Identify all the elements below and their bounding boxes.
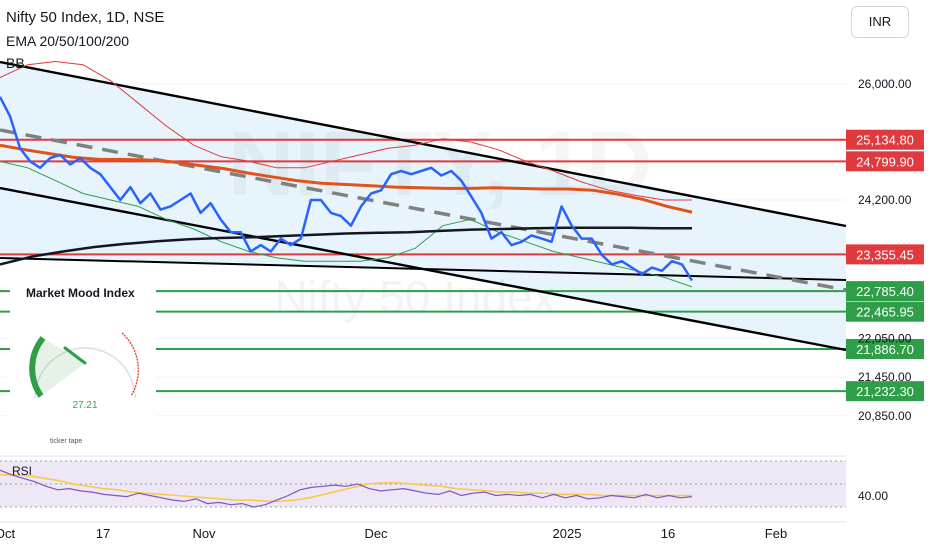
y-tick-label-3: 21,450.00 [858,370,912,384]
resistance-price-label-0: 25,134.80 [856,133,914,148]
mmi-needle [63,346,87,365]
upper-channel-line[interactable] [0,60,847,228]
y-tick-label-0: 26,000.00 [858,77,912,91]
y-tick-label-2: 22,050.00 [858,331,912,345]
rsi-tick-label: 40.00 [858,489,888,503]
mmi-fear-arc [29,336,46,398]
market-mood-card: Market Mood Index 27.21 ticker tape [10,278,156,450]
support-price-label-4: 22,465.95 [856,305,914,320]
mmi-title: Market Mood Index [26,286,135,300]
chart-title: Nifty 50 Index, 1D, NSE [6,9,165,26]
support-price-tag-3 [846,281,924,302]
x-tick-label-6: Feb [765,526,787,541]
support-price-label-5: 21,886.70 [856,342,914,357]
x-tick-label-3: Dec [364,526,388,541]
x-tick-label-0: Oct [0,526,15,541]
currency-button[interactable]: INR [851,6,909,38]
mmi-greed-arc [121,332,140,397]
price-line[interactable] [0,96,694,282]
ema-200-line[interactable] [0,226,692,266]
mmi-gauge [29,332,140,399]
mmi-value: 27.21 [72,400,98,411]
y-tick-label-1: 24,200.00 [858,193,912,207]
resistance-price-tag-0 [846,129,924,150]
watermark-big: NIFTY, 1D [228,113,652,215]
mmi-footer: ticker tape [50,438,83,445]
x-tick-label-5: 16 [661,526,675,541]
ema-legend[interactable]: EMA 20/50/100/200 [6,33,129,49]
resistance-price-label-1: 24,799.90 [856,154,914,169]
bb-upper-line[interactable] [0,61,692,201]
rsi-line[interactable] [0,469,693,508]
rsi-label: RSI [12,464,33,478]
bb-legend[interactable]: BB [6,55,25,71]
resistance-price-label-2: 23,355.45 [856,247,914,262]
watermark-sub: Nifty 50 Index [274,271,555,323]
y-tick-label-4: 20,850.00 [858,409,912,423]
ema-orange-line[interactable] [0,143,693,214]
support-price-tag-5 [846,339,924,359]
trend-dashed-line[interactable] [0,128,847,292]
resistance-price-tag-1 [846,151,924,172]
support-price-tag-4 [846,301,924,322]
mmi-fear-zone [32,338,85,396]
support-price-label-6: 21,232.30 [856,384,914,399]
mmi-track [34,347,136,399]
mid-channel-line[interactable] [0,257,847,281]
support-price-tag-6 [846,381,924,402]
resistance-price-tag-2 [846,244,924,265]
x-tick-label-1: 17 [96,526,110,541]
x-tick-label-4: 2025 [553,526,582,541]
bb-lower-line[interactable] [0,160,693,288]
x-tick-label-2: Nov [192,526,216,541]
support-price-label-3: 22,785.40 [856,284,914,299]
rsi-ma-line[interactable] [0,474,692,503]
